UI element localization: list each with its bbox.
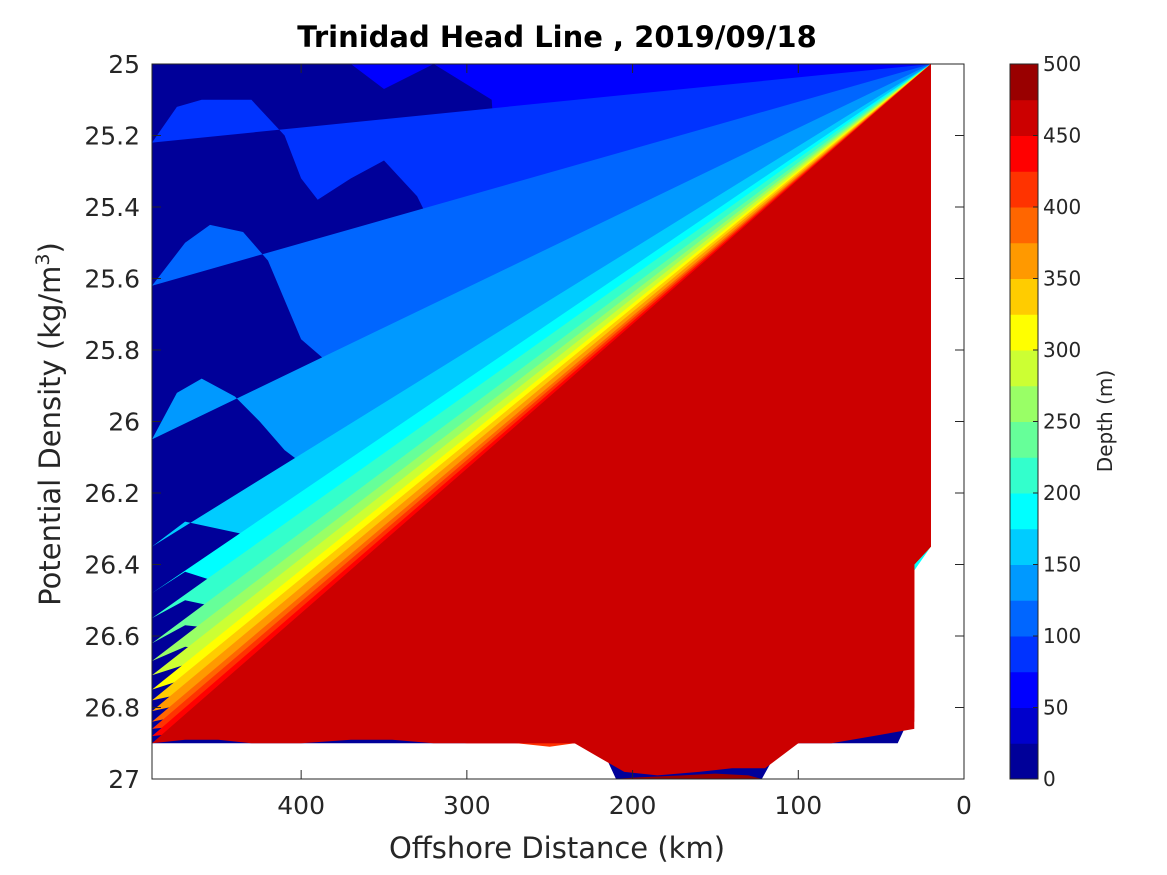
colorbar-tick-label: 350 xyxy=(1043,267,1081,291)
y-tick-label: 25.6 xyxy=(84,265,140,294)
y-tick-label: 26.4 xyxy=(84,551,140,580)
plot-area xyxy=(151,63,965,780)
colorbar-swatch xyxy=(1010,171,1038,208)
colorbar-tick-label: 250 xyxy=(1043,410,1081,434)
chart-title: Trinidad Head Line , 2019/09/18 xyxy=(297,20,817,54)
y-axis: 25 25.2 25.4 25.6 25.8 26 26.2 26.4 26.6 26.8 27 xyxy=(84,50,964,794)
y-tick-label: 26.2 xyxy=(84,479,140,508)
colorbar-swatch xyxy=(1010,278,1038,315)
x-tick-label: 300 xyxy=(443,791,491,820)
colorbar-swatch xyxy=(1010,707,1038,744)
y-tick-label: 25.2 xyxy=(84,122,140,151)
y-tick-label: 25 xyxy=(108,50,140,79)
y-axis-label-main: Potential Density (kg/m xyxy=(33,266,67,606)
colorbar-swatch xyxy=(1010,564,1038,601)
colorbar-tick-label: 50 xyxy=(1043,696,1068,720)
y-tick-label: 25.8 xyxy=(84,336,140,365)
colorbar-swatch xyxy=(1010,242,1038,279)
colorbar-swatch xyxy=(1010,457,1038,494)
colorbar-swatch xyxy=(1010,314,1038,351)
contour-band-475 xyxy=(612,773,762,779)
colorbar-swatch xyxy=(1010,64,1038,101)
y-axis-label-superscript: 3 xyxy=(32,253,54,265)
x-tick-label: 100 xyxy=(774,791,822,820)
colorbar-swatch xyxy=(1010,636,1038,673)
y-tick-label: 26 xyxy=(108,408,140,437)
y-axis-label-close: ) xyxy=(33,242,67,253)
colorbar-swatch xyxy=(1010,528,1038,565)
colorbar-swatch xyxy=(1010,135,1038,172)
x-axis: 400 300 200 100 0 xyxy=(277,64,972,820)
x-tick-label: 0 xyxy=(956,791,972,820)
y-tick-label: 25.4 xyxy=(84,193,140,222)
colorbar-label: Depth (m) xyxy=(1093,370,1117,472)
colorbar-swatch xyxy=(1010,385,1038,422)
colorbar-tick-label: 200 xyxy=(1043,481,1081,505)
colorbar-swatch xyxy=(1010,493,1038,530)
colorbar-swatch xyxy=(1010,207,1038,244)
colorbar-tick-label: 0 xyxy=(1043,767,1056,791)
contour-fills xyxy=(152,64,931,779)
colorbar-tick-label: 500 xyxy=(1043,52,1081,76)
colorbar-swatch xyxy=(1010,671,1038,708)
x-tick-label: 200 xyxy=(609,791,657,820)
colorbar: 0 50 100 150 200 250 300 350 400 450 500 xyxy=(1009,52,1081,791)
y-tick-label: 26.8 xyxy=(84,694,140,723)
x-tick-label: 400 xyxy=(277,791,325,820)
contour-band-450 xyxy=(152,64,931,776)
colorbar-swatch xyxy=(1010,600,1038,637)
colorbar-swatch xyxy=(1010,743,1038,780)
colorbar-tick-label: 150 xyxy=(1043,553,1081,577)
y-tick-label: 27 xyxy=(108,765,140,794)
y-tick-label: 26.6 xyxy=(84,622,140,651)
colorbar-tick-label: 450 xyxy=(1043,124,1081,148)
colorbar-tick-label: 400 xyxy=(1043,195,1081,219)
y-axis-label: Potential Density (kg/m3) xyxy=(32,242,67,606)
colorbar-swatch xyxy=(1010,421,1038,458)
colorbar-swatch xyxy=(1010,350,1038,387)
colorbar-tick-label: 100 xyxy=(1043,624,1081,648)
colorbar-tick-label: 300 xyxy=(1043,338,1081,362)
colorbar-swatch xyxy=(1010,99,1038,136)
x-axis-label: Offshore Distance (km) xyxy=(389,831,725,865)
